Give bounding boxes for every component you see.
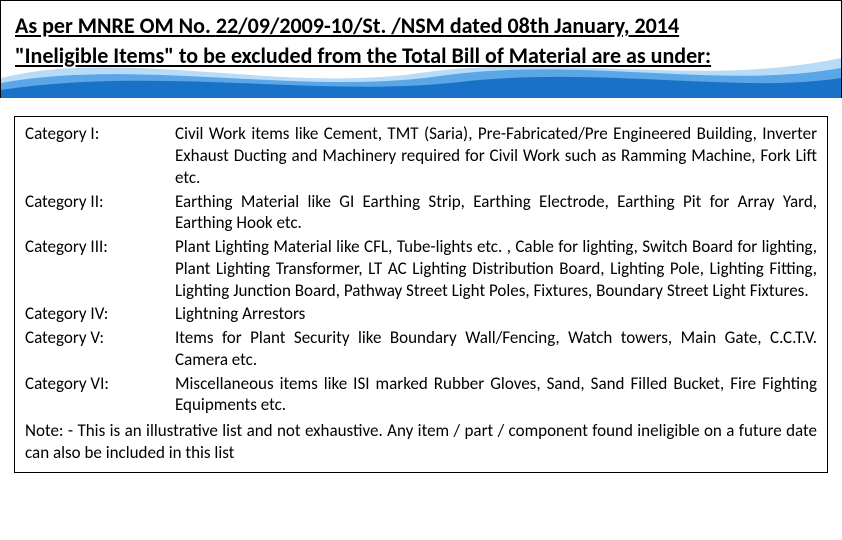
category-label: Category III: (25, 236, 175, 258)
wave-dark (1, 77, 841, 98)
table-row: Category IV: Lightning Arrestors (25, 303, 817, 325)
category-table: Category I: Civil Work items like Cement… (14, 116, 828, 472)
header-ref: 22/09/2009-10/St. /NSM (216, 12, 445, 39)
footnote: Note: - This is an illustrative list and… (25, 420, 817, 464)
table-row: Category VI: Miscellaneous items like IS… (25, 373, 817, 417)
header-line1-pre: As per MNRE OM No. (15, 12, 216, 39)
table-row: Category III: Plant Lighting Material li… (25, 236, 817, 301)
category-desc: Civil Work items like Cement, TMT (Saria… (175, 123, 817, 188)
header-line1-post: dated 08th January, 2014 (445, 12, 679, 39)
category-desc: Items for Plant Security like Boundary W… (175, 327, 817, 371)
category-label: Category V: (25, 327, 175, 349)
header-region: As per MNRE OM No. 22/09/2009-10/St. /NS… (0, 0, 842, 98)
table-row: Category II: Earthing Material like GI E… (25, 191, 817, 235)
table-row: Category V: Items for Plant Security lik… (25, 327, 817, 371)
header-text: As per MNRE OM No. 22/09/2009-10/St. /NS… (15, 11, 827, 70)
header-line2: "Ineligible Items" to be excluded from t… (15, 42, 711, 69)
category-desc: Lightning Arrestors (175, 303, 817, 325)
table-row: Category I: Civil Work items like Cement… (25, 123, 817, 188)
category-desc: Earthing Material like GI Earthing Strip… (175, 191, 817, 235)
wave-mid (1, 68, 841, 98)
category-label: Category II: (25, 191, 175, 213)
category-label: Category VI: (25, 373, 175, 395)
category-desc: Plant Lighting Material like CFL, Tube-l… (175, 236, 817, 301)
category-label: Category I: (25, 123, 175, 145)
category-label: Category IV: (25, 303, 175, 325)
category-desc: Miscellaneous items like ISI marked Rubb… (175, 373, 817, 417)
